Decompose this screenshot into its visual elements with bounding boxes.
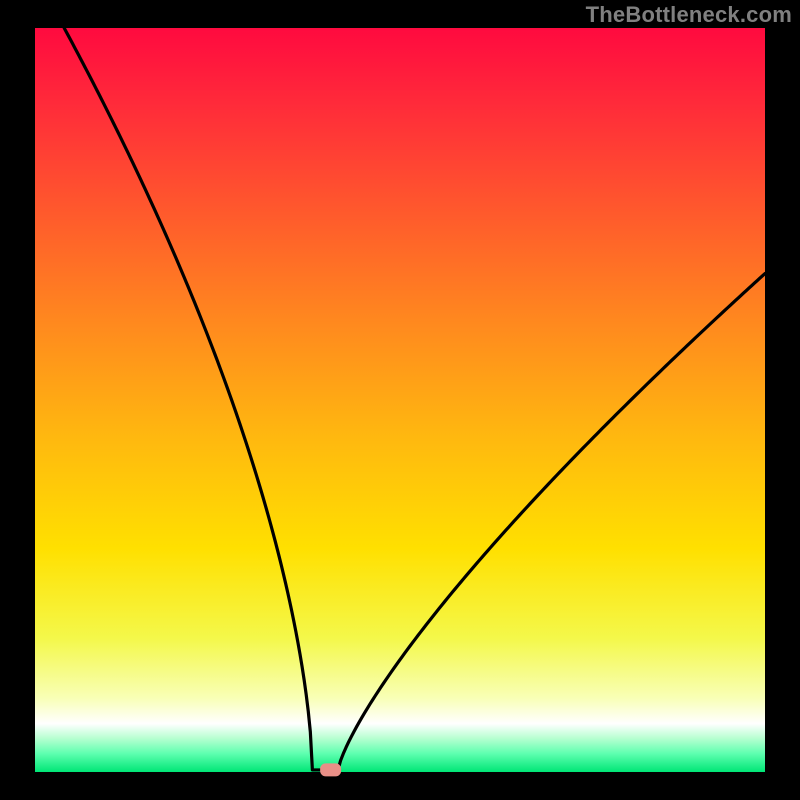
min-marker (321, 764, 341, 776)
watermark-label: TheBottleneck.com (586, 2, 792, 28)
chart-canvas (0, 0, 800, 800)
